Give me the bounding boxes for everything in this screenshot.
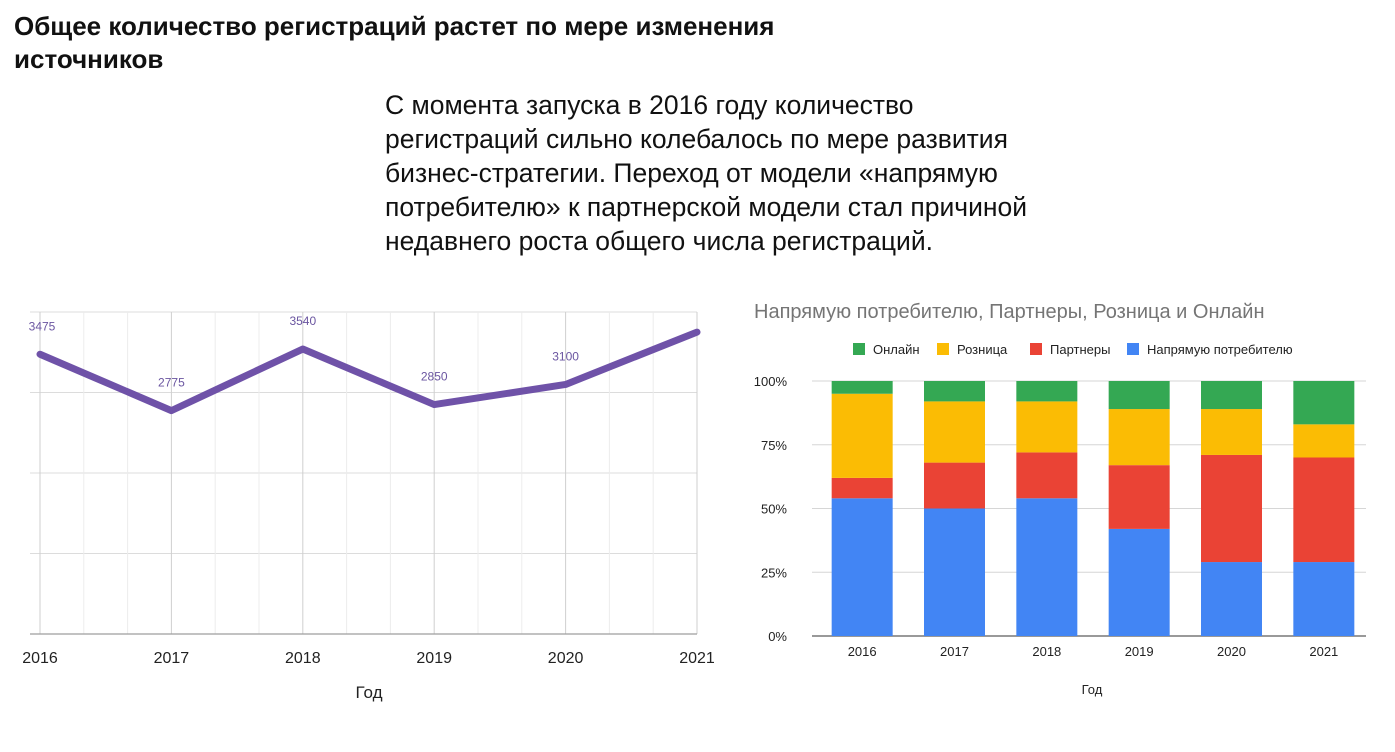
description-text: С момента запуска в 2016 году количество…: [385, 90, 1028, 256]
chart-title: Напрямую потребителю, Партнеры, Розница …: [754, 301, 1265, 323]
legend-swatch: [853, 343, 865, 355]
bar-segment-direct: [1293, 562, 1355, 636]
data-label: 3100: [552, 349, 579, 363]
legend-swatch: [1127, 343, 1139, 355]
y-tick-label: 25%: [761, 565, 787, 580]
x-tick-label: 2021: [1309, 644, 1338, 659]
legend-swatch: [937, 343, 949, 355]
data-label: 2850: [421, 370, 448, 384]
bar-segment-partners: [1016, 452, 1078, 499]
x-tick-label: 2016: [22, 650, 58, 667]
y-tick-label: 100%: [754, 374, 788, 389]
x-axis-title: Год: [1082, 682, 1103, 697]
x-tick-label: 2019: [416, 650, 452, 667]
bar-segment-retail: [1293, 424, 1355, 458]
bar-segment-online: [924, 381, 985, 402]
y-tick-label: 75%: [761, 438, 787, 453]
bar-segment-online: [1016, 381, 1078, 402]
x-tick-label: 2017: [940, 644, 969, 659]
x-tick-label: 2019: [1125, 644, 1154, 659]
bar-segment-direct: [1108, 528, 1170, 636]
legend-label: Партнеры: [1050, 342, 1110, 357]
data-label: 3540: [289, 314, 316, 328]
sources-stacked-bar-chart: Напрямую потребителю, Партнеры, Розница …: [754, 301, 1366, 697]
bar-segment-direct: [831, 498, 893, 636]
data-label: 3475: [29, 319, 56, 333]
x-axis-title: Год: [355, 683, 382, 702]
bar-segment-direct: [924, 508, 985, 636]
bar-segment-partners: [1108, 465, 1170, 529]
legend-label: Напрямую потребителю: [1147, 342, 1293, 357]
bar-segment-direct: [1201, 562, 1262, 636]
bar-segment-retail: [1201, 409, 1262, 455]
x-tick-label: 2018: [285, 650, 321, 667]
bar-segment-retail: [1108, 409, 1170, 466]
bar-segment-retail: [924, 401, 985, 463]
bar-segment-online: [831, 381, 893, 394]
bar-segment-direct: [1016, 498, 1078, 636]
page-title: Общее количество регистраций растет по м…: [14, 11, 775, 74]
bar-segment-retail: [1016, 401, 1078, 453]
y-tick-label: 0%: [768, 629, 787, 644]
bar-segment-online: [1108, 381, 1170, 410]
x-tick-label: 2018: [1032, 644, 1061, 659]
x-tick-label: 2021: [679, 650, 715, 667]
x-tick-label: 2020: [1217, 644, 1246, 659]
legend-label: Онлайн: [873, 342, 920, 357]
registrations-line-chart: 3475 2775 3540 2850 3100 2016 2017 2018 2019 2020…: [22, 311, 715, 702]
y-tick-label: 50%: [761, 502, 787, 517]
x-tick-label: 2016: [848, 644, 877, 659]
bar-segment-retail: [831, 393, 893, 478]
x-tick-label: 2020: [548, 650, 584, 667]
data-label: 2775: [158, 376, 185, 390]
bar-segment-online: [1201, 381, 1262, 410]
bar-segment-online: [1293, 381, 1355, 425]
legend-swatch: [1030, 343, 1042, 355]
legend-label: Розница: [957, 342, 1008, 357]
bar-segment-partners: [924, 462, 985, 509]
registrations-series-line: [36, 328, 701, 415]
x-tick-label: 2017: [154, 650, 190, 667]
bar-segment-partners: [831, 477, 893, 499]
bar-segment-partners: [1201, 454, 1262, 563]
bar-segment-partners: [1293, 457, 1355, 563]
